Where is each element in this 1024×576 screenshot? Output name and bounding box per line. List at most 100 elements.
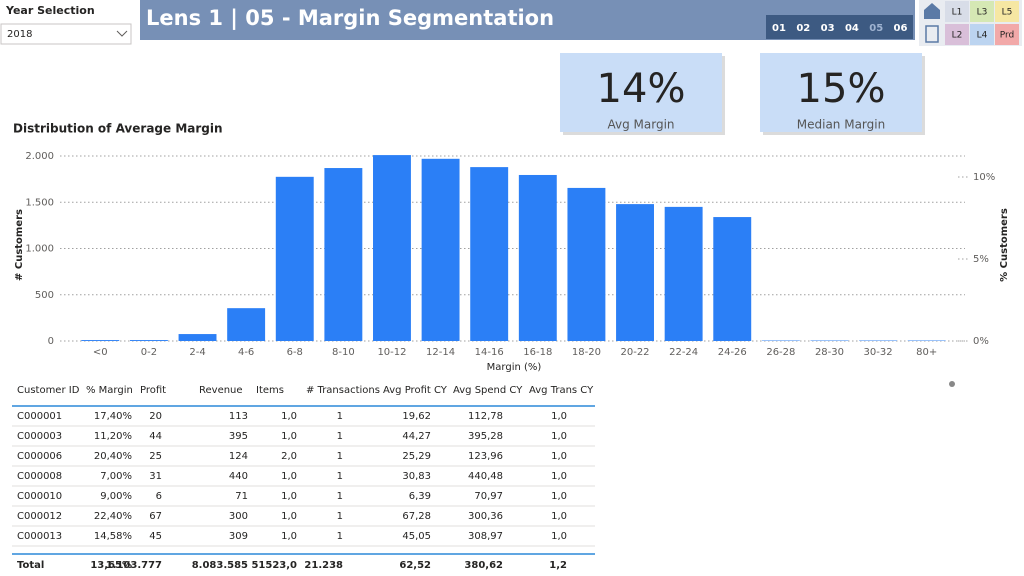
nav-button[interactable]: L5 (1002, 8, 1013, 18)
total-cell: 8.083.585 (192, 560, 248, 571)
column-header[interactable]: Avg Spend CY (453, 385, 523, 396)
table-cell: 1,0 (551, 531, 567, 542)
column-header[interactable]: Revenue (199, 385, 243, 396)
nav-button-bg[interactable] (970, 1, 994, 22)
nav-button[interactable]: L3 (977, 8, 988, 18)
x-tick-label: 4-6 (238, 347, 254, 358)
x-tick-label: 22-24 (669, 347, 698, 358)
page-button[interactable]: 06 (894, 23, 908, 34)
page-button[interactable]: 01 (772, 23, 786, 34)
y2-tick-label: 5% (973, 254, 989, 265)
x-tick-label: 16-18 (523, 347, 552, 358)
nav-button[interactable]: L2 (952, 31, 963, 41)
x-tick-label: 6-8 (287, 347, 303, 358)
x-tick-label: <0 (93, 347, 108, 358)
kpi-value: 15% (797, 66, 886, 112)
bar (178, 334, 217, 341)
table-cell: 1,0 (281, 411, 297, 422)
column-header[interactable]: % Margin (86, 385, 133, 396)
table-cell: 1,0 (551, 411, 567, 422)
page-button[interactable]: 05 (869, 23, 883, 34)
table-cell: 1,0 (551, 491, 567, 502)
bar (713, 217, 752, 341)
total-cell: Total (17, 560, 44, 571)
y2-axis-label: % Customers (999, 208, 1010, 282)
table-cell: 22,40% (94, 511, 132, 522)
y-tick-label: 1.000 (25, 244, 54, 255)
table-cell: 1 (337, 411, 343, 422)
nav-button-bg[interactable] (995, 24, 1019, 45)
slicer-box[interactable] (0, 23, 132, 45)
table-cell: 1,0 (281, 491, 297, 502)
x-tick-label: 14-16 (475, 347, 504, 358)
x-axis-label: Margin (%) (487, 362, 542, 373)
total-cell: 1.103.777 (106, 560, 162, 571)
nav-button[interactable]: L4 (977, 31, 988, 41)
table-cell: C000006 (17, 451, 62, 462)
table-cell: 9,00% (100, 491, 132, 502)
page-button[interactable]: 03 (821, 23, 835, 34)
page-button[interactable]: 02 (796, 23, 810, 34)
total-cell: 62,52 (399, 560, 431, 571)
column-header[interactable]: Profit (140, 385, 166, 396)
table-cell: C000003 (17, 431, 62, 442)
nav-button-bg[interactable] (995, 1, 1019, 22)
column-header[interactable]: Avg Trans CY (529, 385, 594, 396)
bar (227, 308, 266, 341)
table-cell: 440,48 (468, 471, 503, 482)
x-tick-label: 28-30 (815, 347, 844, 358)
table-cell: 1 (337, 511, 343, 522)
table-cell: C000012 (17, 511, 62, 522)
slicer-value[interactable]: 2018 (7, 29, 32, 40)
home-icon[interactable] (924, 3, 940, 19)
nav-button[interactable]: Prd (1000, 31, 1015, 41)
bar (518, 174, 557, 341)
table-cell: 300 (229, 511, 248, 522)
nav-button-bg[interactable] (970, 24, 994, 45)
column-header[interactable]: Avg Profit CY (383, 385, 448, 396)
table-cell: 11,20% (94, 431, 132, 442)
bar (616, 204, 654, 341)
table-cell: 45,05 (402, 531, 431, 542)
kpi-card (560, 53, 722, 132)
y-tick-label: 1.500 (25, 197, 54, 208)
total-cell: 13,65% (90, 560, 132, 571)
column-header[interactable]: Items (256, 385, 284, 396)
table-cell: 1,0 (281, 431, 297, 442)
table-cell: 19,62 (402, 411, 431, 422)
x-tick-label: 30-32 (864, 347, 893, 358)
table-cell: 1,0 (551, 471, 567, 482)
scroll-dot (949, 381, 955, 387)
table-cell: 6,39 (409, 491, 431, 502)
bar (470, 167, 509, 341)
nav-button-bg[interactable] (945, 24, 969, 45)
table-cell: 67 (149, 511, 162, 522)
table-cell: 1 (337, 531, 343, 542)
table-cell: 124 (229, 451, 248, 462)
page-button[interactable]: 04 (845, 23, 859, 34)
table-cell: 113 (229, 411, 248, 422)
table-cell: 1,0 (551, 451, 567, 462)
slicer-label: Year Selection (5, 4, 95, 17)
bar (373, 155, 411, 341)
bar (567, 187, 606, 341)
column-header[interactable]: Customer ID (17, 385, 80, 396)
table-cell: 71 (235, 491, 248, 502)
nav-button-bg[interactable] (945, 1, 969, 22)
bar (129, 340, 168, 341)
y-axis-label: # Customers (14, 209, 25, 281)
nav-button[interactable]: L1 (952, 8, 963, 18)
doc-icon[interactable] (925, 25, 939, 43)
x-tick-label: 24-26 (718, 347, 747, 358)
table-cell: 14,58% (94, 531, 132, 542)
x-tick-label: 20-22 (620, 347, 649, 358)
table-cell: 25,29 (402, 451, 431, 462)
x-tick-label: 18-20 (572, 347, 601, 358)
table-cell: 6 (156, 491, 162, 502)
y2-tick-label: 0% (973, 336, 989, 347)
table-cell: 7,00% (100, 471, 132, 482)
column-header[interactable]: # Transactions (306, 385, 380, 396)
table-cell: 308,97 (468, 531, 503, 542)
kpi-value: 14% (597, 66, 686, 112)
kpi-label: Avg Margin (607, 118, 674, 132)
